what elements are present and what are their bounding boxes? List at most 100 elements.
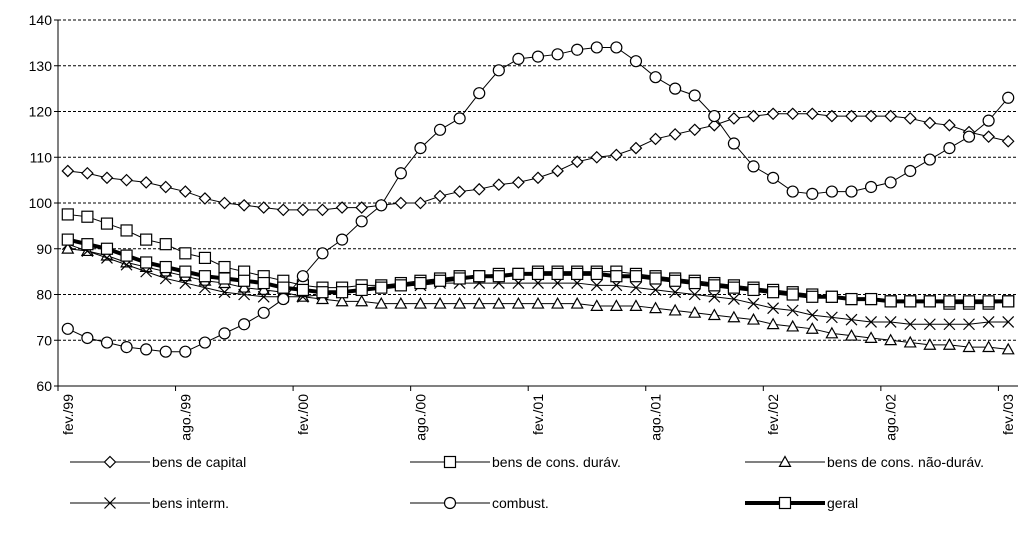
marker <box>629 141 643 155</box>
marker <box>473 270 486 283</box>
marker <box>218 272 231 285</box>
marker <box>433 189 447 203</box>
marker <box>414 276 427 290</box>
marker <box>649 132 662 146</box>
marker <box>257 283 271 295</box>
marker <box>767 302 780 315</box>
legend-item: bens de cons. duráv. <box>410 454 621 470</box>
marker <box>962 340 976 353</box>
marker <box>120 249 133 262</box>
marker <box>453 272 466 285</box>
marker <box>688 276 701 290</box>
marker <box>237 198 251 212</box>
y-tick-label: 100 <box>29 195 53 211</box>
marker <box>335 294 349 307</box>
marker <box>767 286 780 299</box>
marker <box>610 41 623 54</box>
x-tick-label: fev./01 <box>530 394 546 435</box>
marker <box>81 238 94 251</box>
series <box>61 233 1015 308</box>
marker <box>355 283 368 297</box>
marker <box>669 274 682 287</box>
marker <box>727 281 741 294</box>
marker <box>590 267 603 281</box>
marker <box>943 318 956 331</box>
marker <box>103 455 117 469</box>
marker <box>179 265 192 278</box>
marker <box>805 322 819 334</box>
marker <box>727 310 741 323</box>
marker <box>903 112 917 125</box>
marker <box>668 303 682 316</box>
marker <box>531 171 545 185</box>
marker <box>61 242 75 254</box>
marker <box>199 281 211 294</box>
marker <box>394 167 407 180</box>
marker <box>982 316 995 328</box>
marker <box>844 328 858 341</box>
y-tick-label: 90 <box>36 241 52 257</box>
series <box>61 41 1015 358</box>
marker <box>316 286 329 299</box>
marker <box>845 313 858 326</box>
marker <box>864 109 878 123</box>
marker <box>335 286 349 299</box>
marker <box>845 292 858 306</box>
marker <box>982 295 995 308</box>
marker <box>786 304 799 317</box>
marker <box>746 312 761 325</box>
y-tick-label: 120 <box>29 104 53 120</box>
marker <box>825 311 838 324</box>
marker <box>884 333 898 346</box>
marker <box>649 301 663 314</box>
legend-label: geral <box>827 495 858 511</box>
marker <box>884 109 898 123</box>
marker <box>570 155 584 169</box>
legend-label: bens de cons. duráv. <box>492 454 621 470</box>
marker <box>472 182 486 196</box>
marker <box>453 296 467 309</box>
marker <box>688 123 702 137</box>
marker <box>943 142 956 155</box>
marker <box>943 118 956 132</box>
marker <box>786 107 800 121</box>
marker <box>845 109 858 123</box>
marker <box>903 335 917 348</box>
marker <box>61 233 74 246</box>
marker <box>864 180 878 194</box>
marker <box>198 336 212 349</box>
marker <box>120 173 133 187</box>
marker <box>747 297 760 310</box>
marker <box>100 171 114 185</box>
marker <box>551 267 564 281</box>
x-tick-label: ago./02 <box>883 394 899 441</box>
marker <box>825 185 838 198</box>
marker <box>1002 91 1015 104</box>
marker <box>492 64 505 77</box>
marker <box>296 270 309 283</box>
marker <box>531 267 545 281</box>
marker <box>884 176 897 189</box>
marker <box>120 341 133 354</box>
marker <box>884 295 897 308</box>
marker <box>179 247 192 260</box>
legend-label: bens interm. <box>152 495 229 511</box>
marker <box>120 224 133 237</box>
marker <box>865 316 877 328</box>
marker <box>786 288 799 301</box>
marker <box>394 279 407 292</box>
marker <box>61 208 74 221</box>
y-tick-label: 70 <box>36 332 52 348</box>
marker <box>374 296 388 309</box>
marker <box>511 296 525 309</box>
marker <box>238 288 251 301</box>
marker <box>492 296 506 309</box>
y-tick-label: 130 <box>29 58 53 74</box>
marker <box>747 109 760 123</box>
marker <box>923 338 937 350</box>
marker <box>923 318 936 331</box>
marker <box>414 196 427 210</box>
marker <box>257 201 271 214</box>
marker <box>590 299 604 311</box>
marker <box>512 267 525 281</box>
